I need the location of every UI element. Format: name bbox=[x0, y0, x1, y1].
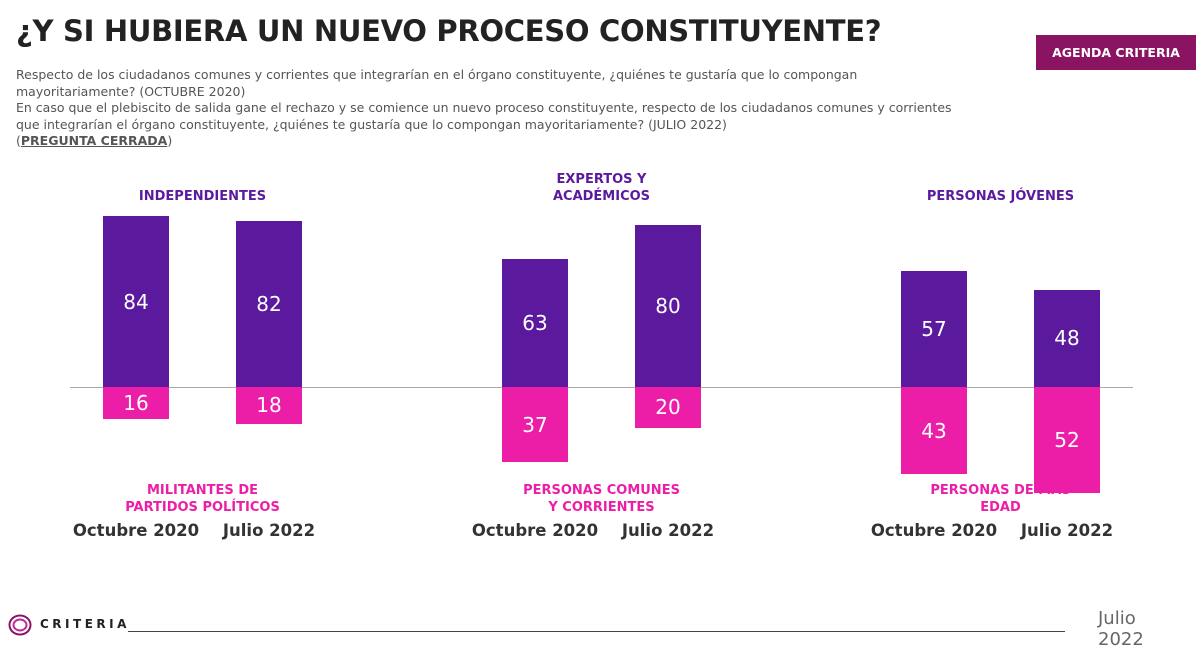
bar bbox=[103, 387, 169, 420]
x-tick-label: Octubre 2020 bbox=[471, 521, 599, 540]
bar bbox=[1034, 289, 1100, 387]
badge: AGENDA CRITERIA bbox=[1036, 35, 1196, 70]
top-label: EXPERTOS Y ACADÉMICOS bbox=[552, 172, 651, 204]
title: ¿Y SI HUBIERA UN NUEVO PROCESO CONSTITUY… bbox=[16, 14, 882, 48]
value-label: 48 bbox=[1054, 326, 1080, 351]
value-label: 57 bbox=[921, 317, 947, 342]
bar bbox=[901, 271, 967, 387]
bar bbox=[1034, 387, 1100, 493]
logo-text: CRITERIA bbox=[40, 617, 130, 631]
value-label: 16 bbox=[123, 391, 149, 416]
x-tick-label: Julio 2022 bbox=[1020, 521, 1114, 540]
baseline bbox=[70, 387, 1133, 388]
footer-line bbox=[128, 631, 1065, 632]
value-label: 80 bbox=[655, 293, 681, 318]
x-tick-label: Octubre 2020 bbox=[72, 521, 200, 540]
top-label: PERSONAS JÓVENES bbox=[926, 189, 1075, 204]
bar bbox=[502, 387, 568, 463]
bar bbox=[635, 224, 701, 387]
value-label: 52 bbox=[1054, 427, 1080, 452]
subtitle: Respecto de los ciudadanos comunes y cor… bbox=[16, 67, 966, 150]
subtitle-line: En caso que el plebiscito de salida gane… bbox=[16, 100, 952, 132]
x-tick-label: Julio 2022 bbox=[222, 521, 316, 540]
value-label: 84 bbox=[123, 289, 149, 314]
subtitle-line: Respecto de los ciudadanos comunes y cor… bbox=[16, 67, 858, 99]
note-text: PREGUNTA CERRADA bbox=[20, 133, 168, 149]
bar bbox=[103, 216, 169, 387]
bottom-label: PERSONAS COMUNES Y CORRIENTES bbox=[523, 483, 680, 515]
date: Julio 2022 bbox=[1098, 608, 1144, 650]
top-label: INDEPENDIENTES bbox=[138, 189, 267, 204]
bar bbox=[635, 387, 701, 428]
x-tick-label: Octubre 2020 bbox=[870, 521, 998, 540]
bar bbox=[901, 387, 967, 475]
bar bbox=[502, 259, 568, 387]
note: (PREGUNTA CERRADA) bbox=[16, 133, 966, 150]
note-open: ( bbox=[16, 133, 21, 149]
value-label: 82 bbox=[256, 291, 282, 316]
note-close: ) bbox=[167, 133, 173, 149]
value-label: 63 bbox=[522, 311, 548, 336]
logo-icon bbox=[8, 614, 32, 636]
value-label: 43 bbox=[921, 418, 947, 443]
value-label: 20 bbox=[655, 395, 681, 420]
bottom-label: MILITANTES DE PARTIDOS POLÍTICOS bbox=[125, 483, 280, 515]
bar bbox=[236, 220, 302, 387]
value-label: 18 bbox=[256, 393, 282, 418]
x-tick-label: Julio 2022 bbox=[621, 521, 715, 540]
bar bbox=[236, 387, 302, 424]
value-label: 37 bbox=[522, 412, 548, 437]
